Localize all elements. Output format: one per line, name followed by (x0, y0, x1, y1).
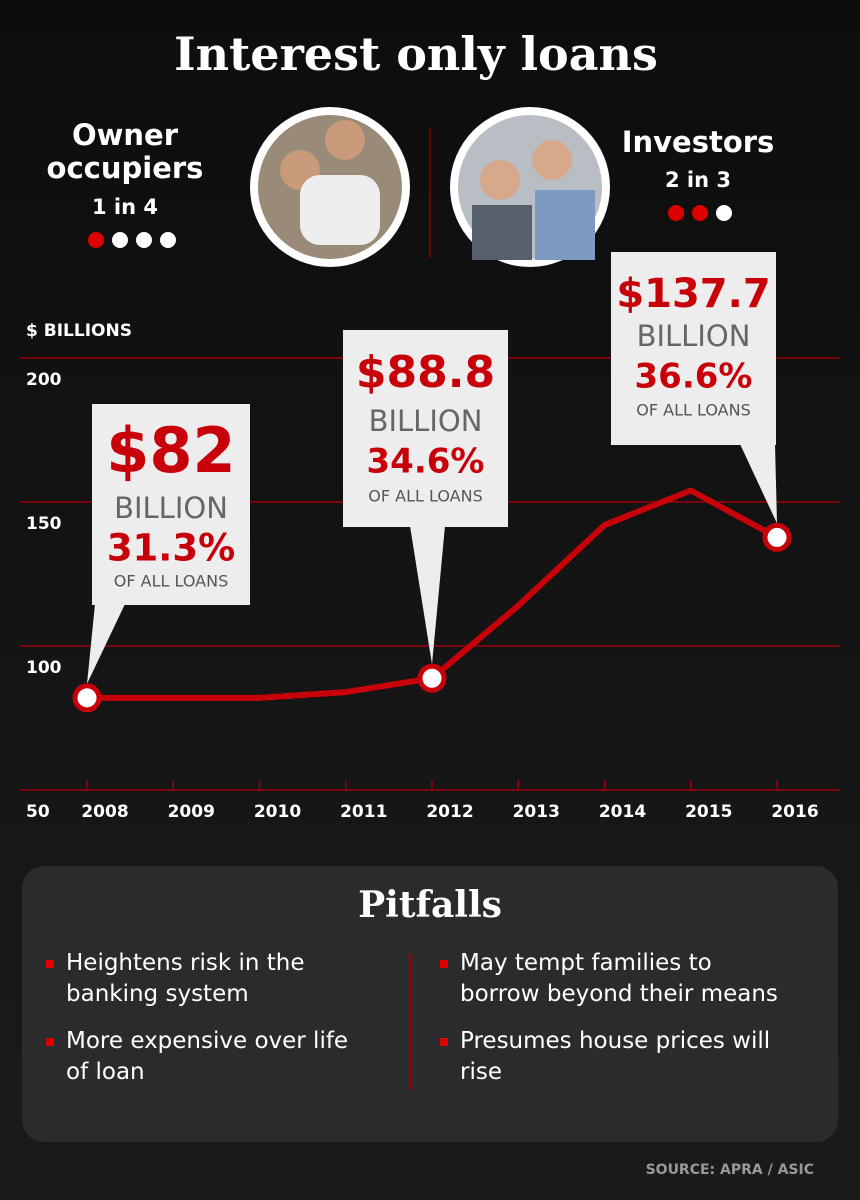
callout-pointer (410, 526, 445, 665)
callout-unit: BILLION (369, 404, 483, 438)
x-tick-label: 2014 (599, 802, 646, 822)
x-tick-label: 2009 (168, 802, 215, 822)
x-tick-label: 2013 (513, 802, 560, 822)
left-label: Owner (72, 118, 179, 152)
callout-share: 34.6% (367, 442, 485, 482)
x-tick-label: 2010 (254, 802, 301, 822)
callout-amount: $82 (106, 414, 235, 487)
pitfall: Heightens risk in the banking system (44, 948, 374, 1010)
callout-box (343, 330, 508, 527)
right-ratio: 2 in 3 (665, 168, 731, 192)
y-tick-label: 150 (26, 514, 62, 534)
chart: Interest only loans Owner occupiers 1 in… (20, 27, 840, 822)
pitfalls-title: Pitfalls (358, 884, 502, 926)
photo (250, 107, 410, 267)
point-marker (72, 683, 102, 713)
callout-pointer (87, 604, 125, 684)
callout-note: OF ALL LOANS (114, 572, 228, 591)
left-label: occupiers (47, 151, 204, 185)
y-tick-label: 50 (26, 802, 50, 822)
callout-share: 31.3% (107, 527, 235, 570)
pitfall: May tempt families to borrow beyond thei… (438, 948, 798, 1010)
left-ratio: 1 in 4 (92, 195, 158, 219)
callout-unit: BILLION (637, 319, 751, 353)
right-label: Investors (622, 125, 775, 159)
pitfall: Presumes house prices will rise (438, 1026, 798, 1088)
divider (410, 954, 411, 1090)
callout-amount: $137.7 (616, 271, 770, 317)
pitfalls-column: Heightens risk in the banking system Mor… (44, 948, 374, 1104)
x-tick-label: 2011 (340, 802, 387, 822)
y-tick-label: 100 (26, 658, 62, 678)
callout-amount: $88.8 (356, 347, 495, 398)
callout-box (92, 404, 250, 605)
x-tick-label: 2012 (426, 802, 473, 822)
photo (450, 107, 610, 267)
x-tick-label: 2015 (685, 802, 732, 822)
y-axis-label: $ BILLIONS (26, 321, 132, 341)
callout-unit: BILLION (114, 491, 228, 525)
y-tick-label: 200 (26, 370, 62, 390)
callout-pointer (740, 444, 777, 524)
callout-share: 36.6% (635, 357, 753, 397)
ratio-dots (88, 232, 176, 248)
pitfalls-column: May tempt families to borrow beyond thei… (438, 948, 798, 1104)
x-tick-label: 2008 (81, 802, 128, 822)
point-marker (417, 663, 447, 693)
callout-box (611, 252, 776, 445)
callout-note: OF ALL LOANS (636, 401, 750, 420)
source: SOURCE: APRA / ASIC (645, 1162, 814, 1178)
title: Interest only loans (174, 27, 658, 81)
ratio-dots (668, 205, 732, 221)
x-tick-label: 2016 (771, 802, 818, 822)
callout-note: OF ALL LOANS (368, 487, 482, 506)
point-marker (762, 522, 792, 552)
pitfall: More expensive over life of loan (44, 1026, 374, 1088)
pitfalls-panel: Pitfalls Heightens risk in the banking s… (22, 866, 838, 1142)
